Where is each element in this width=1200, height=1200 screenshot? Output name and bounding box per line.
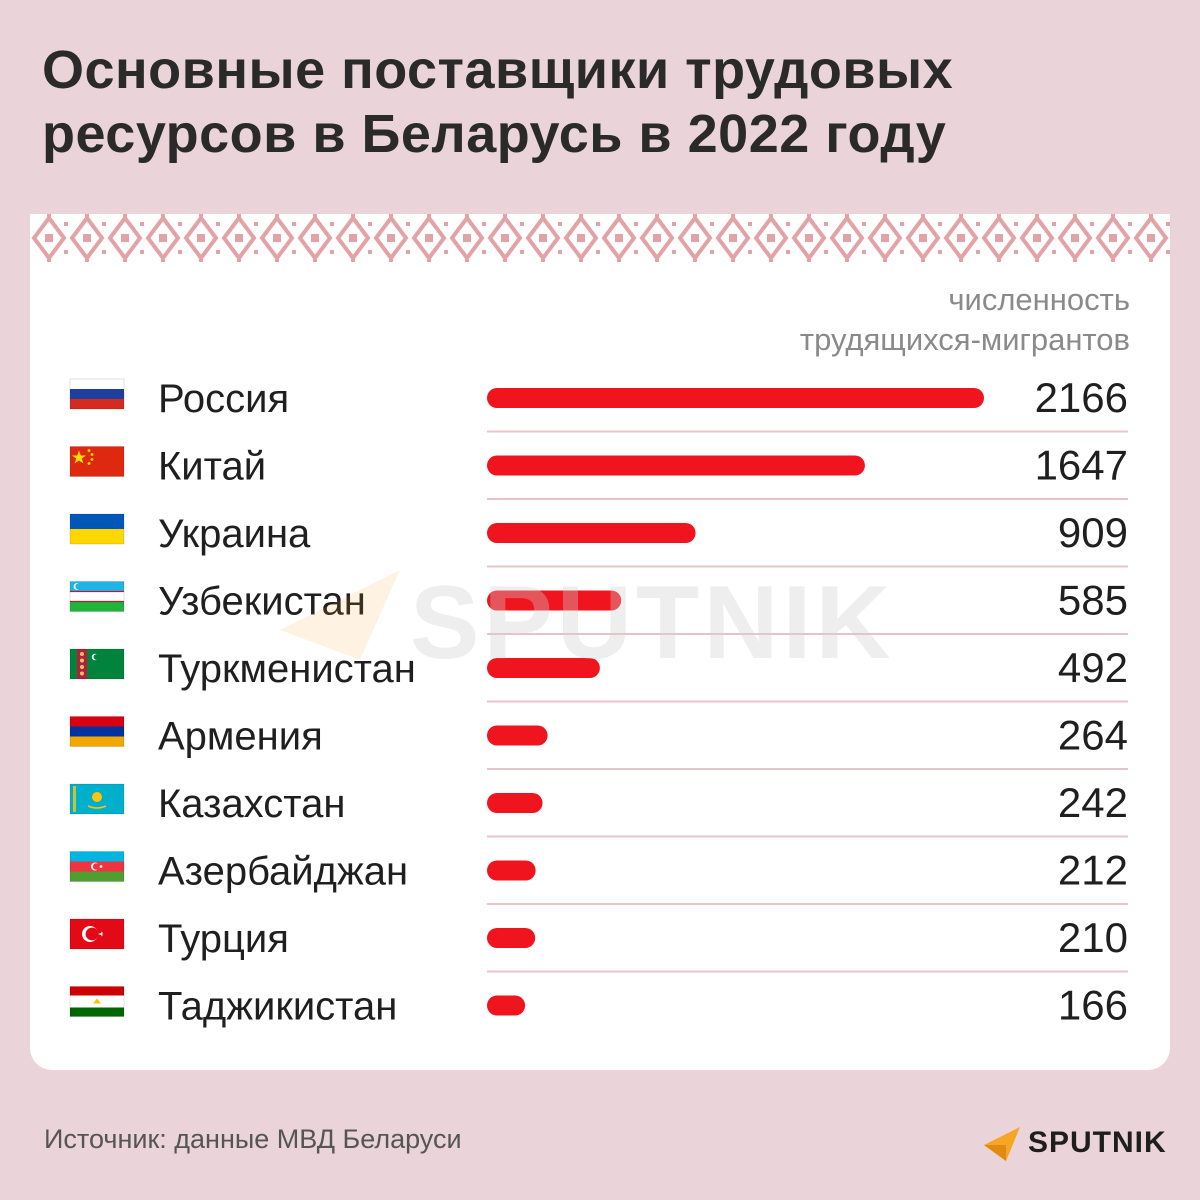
- ornament-motif: [373, 214, 410, 262]
- ornament-motif: [753, 214, 790, 262]
- ornament-motif: [639, 214, 676, 262]
- ornament-motif: [221, 214, 258, 262]
- value-label: 1647: [1035, 442, 1128, 489]
- chart-row: Таджикистан 166: [69, 982, 1128, 1029]
- ornament-motif: [183, 214, 220, 262]
- ornament-motif: [677, 214, 714, 262]
- bar: [487, 860, 536, 881]
- bar: [487, 725, 548, 746]
- value-label: 2166: [1035, 374, 1128, 421]
- ornament-motif: [1057, 214, 1094, 262]
- chart-row: Армения 264: [69, 712, 1128, 770]
- chart-row: Казахстан 242: [69, 779, 1128, 838]
- tajikistan-flag-icon: [69, 986, 125, 1017]
- ornament-motif: [259, 214, 296, 262]
- unit-label-line-1: численность: [948, 282, 1130, 317]
- turkmenistan-flag-icon: [69, 648, 125, 680]
- category-label: Азербайджан: [158, 850, 408, 894]
- bar: [487, 995, 526, 1016]
- value-label: 212: [1058, 847, 1128, 894]
- ornament-motif: [1095, 214, 1132, 262]
- category-label: Армения: [158, 715, 323, 759]
- kazakhstan-flag-icon: [69, 783, 125, 815]
- chart-row: Россия 2166: [69, 374, 1128, 433]
- sputnik-logo-icon: [984, 1127, 1020, 1161]
- category-label: Казахстан: [158, 782, 345, 826]
- ornament-motif: [905, 214, 942, 262]
- chart-row: Узбекистан 585: [69, 577, 1128, 635]
- china-flag-icon: [69, 446, 125, 477]
- bar: [487, 388, 984, 408]
- category-label: Туркменистан: [158, 647, 416, 691]
- ornament-motif: [715, 214, 752, 262]
- unit-label-line-2: трудящихся-мигрантов: [799, 322, 1130, 357]
- ornament-motif: [297, 214, 334, 262]
- chart-row: Туркменистан 492: [69, 644, 1128, 703]
- value-label: 585: [1058, 577, 1128, 624]
- ornament-motif: [1133, 214, 1170, 262]
- chart-title-line-1: Основные поставщики трудовых: [42, 40, 954, 100]
- ornament-motif: [1019, 214, 1056, 262]
- turkey-flag-icon: [69, 918, 125, 950]
- category-label: Узбекистан: [158, 580, 366, 624]
- bar: [487, 793, 543, 813]
- value-label: 242: [1058, 779, 1128, 826]
- category-label: Китай: [158, 445, 266, 489]
- bar: [487, 455, 865, 476]
- bar: [487, 590, 622, 611]
- ornament-motif: [943, 214, 980, 262]
- value-label: 264: [1058, 712, 1128, 759]
- ukraine-flag-icon: [69, 513, 125, 545]
- category-label: Таджикистан: [158, 985, 397, 1029]
- logo-text: SPUTNIK: [1028, 1126, 1167, 1159]
- ornament-motif: [563, 214, 600, 262]
- ornament-motif: [335, 214, 372, 262]
- ornament-motif: [867, 214, 904, 262]
- ornament-motif: [601, 214, 638, 262]
- chart-title: Основные поставщики трудовых ресурсов в …: [42, 38, 1162, 166]
- unit-label: численность трудящихся-мигрантов: [800, 280, 1130, 360]
- bar: [487, 658, 600, 678]
- bar: [487, 928, 536, 948]
- value-label: 909: [1058, 509, 1128, 556]
- bar-chart: Россия 2166 Китай 1647 Украина 909 Узбекистан 5…: [69, 374, 1128, 1029]
- armenia-flag-icon: [69, 716, 125, 747]
- ornament-motif: [981, 214, 1018, 262]
- ornament-motif: [69, 214, 106, 262]
- ornament-motif: [411, 214, 448, 262]
- chart-card: численность трудящихся-мигрантов Россия 2…: [30, 214, 1170, 1070]
- category-label: Россия: [158, 377, 289, 421]
- uzbekistan-flag-icon: [69, 581, 125, 612]
- russia-flag-icon: [69, 378, 125, 410]
- ornament-motif: [449, 214, 486, 262]
- category-label: Украина: [158, 512, 311, 556]
- ornament-motif: [829, 214, 866, 262]
- chart-title-line-2: ресурсов в Беларусь в 2022 году: [42, 104, 947, 164]
- chart-row: Турция 210: [69, 914, 1128, 973]
- value-label: 166: [1058, 982, 1128, 1029]
- azerbaijan-flag-icon: [69, 851, 125, 882]
- value-label: 210: [1058, 914, 1128, 961]
- value-label: 492: [1058, 644, 1128, 691]
- category-label: Турция: [158, 917, 289, 961]
- ornament-motif: [487, 214, 524, 262]
- ornament-motif: [107, 214, 144, 262]
- belarusian-ornament-icon: [31, 214, 1170, 262]
- sputnik-logo: SPUTNIK: [982, 1122, 1167, 1164]
- chart-row: Азербайджан 212: [69, 847, 1128, 905]
- source-note: Источник: данные МВД Беларуси: [44, 1124, 462, 1154]
- bar: [487, 523, 696, 543]
- ornament-motif: [791, 214, 828, 262]
- ornament-motif: [31, 214, 68, 262]
- ornament-motif: [145, 214, 182, 262]
- ornament-motif: [525, 214, 562, 262]
- chart-row: Китай 1647: [69, 442, 1128, 500]
- chart-row: Украина 909: [69, 509, 1128, 568]
